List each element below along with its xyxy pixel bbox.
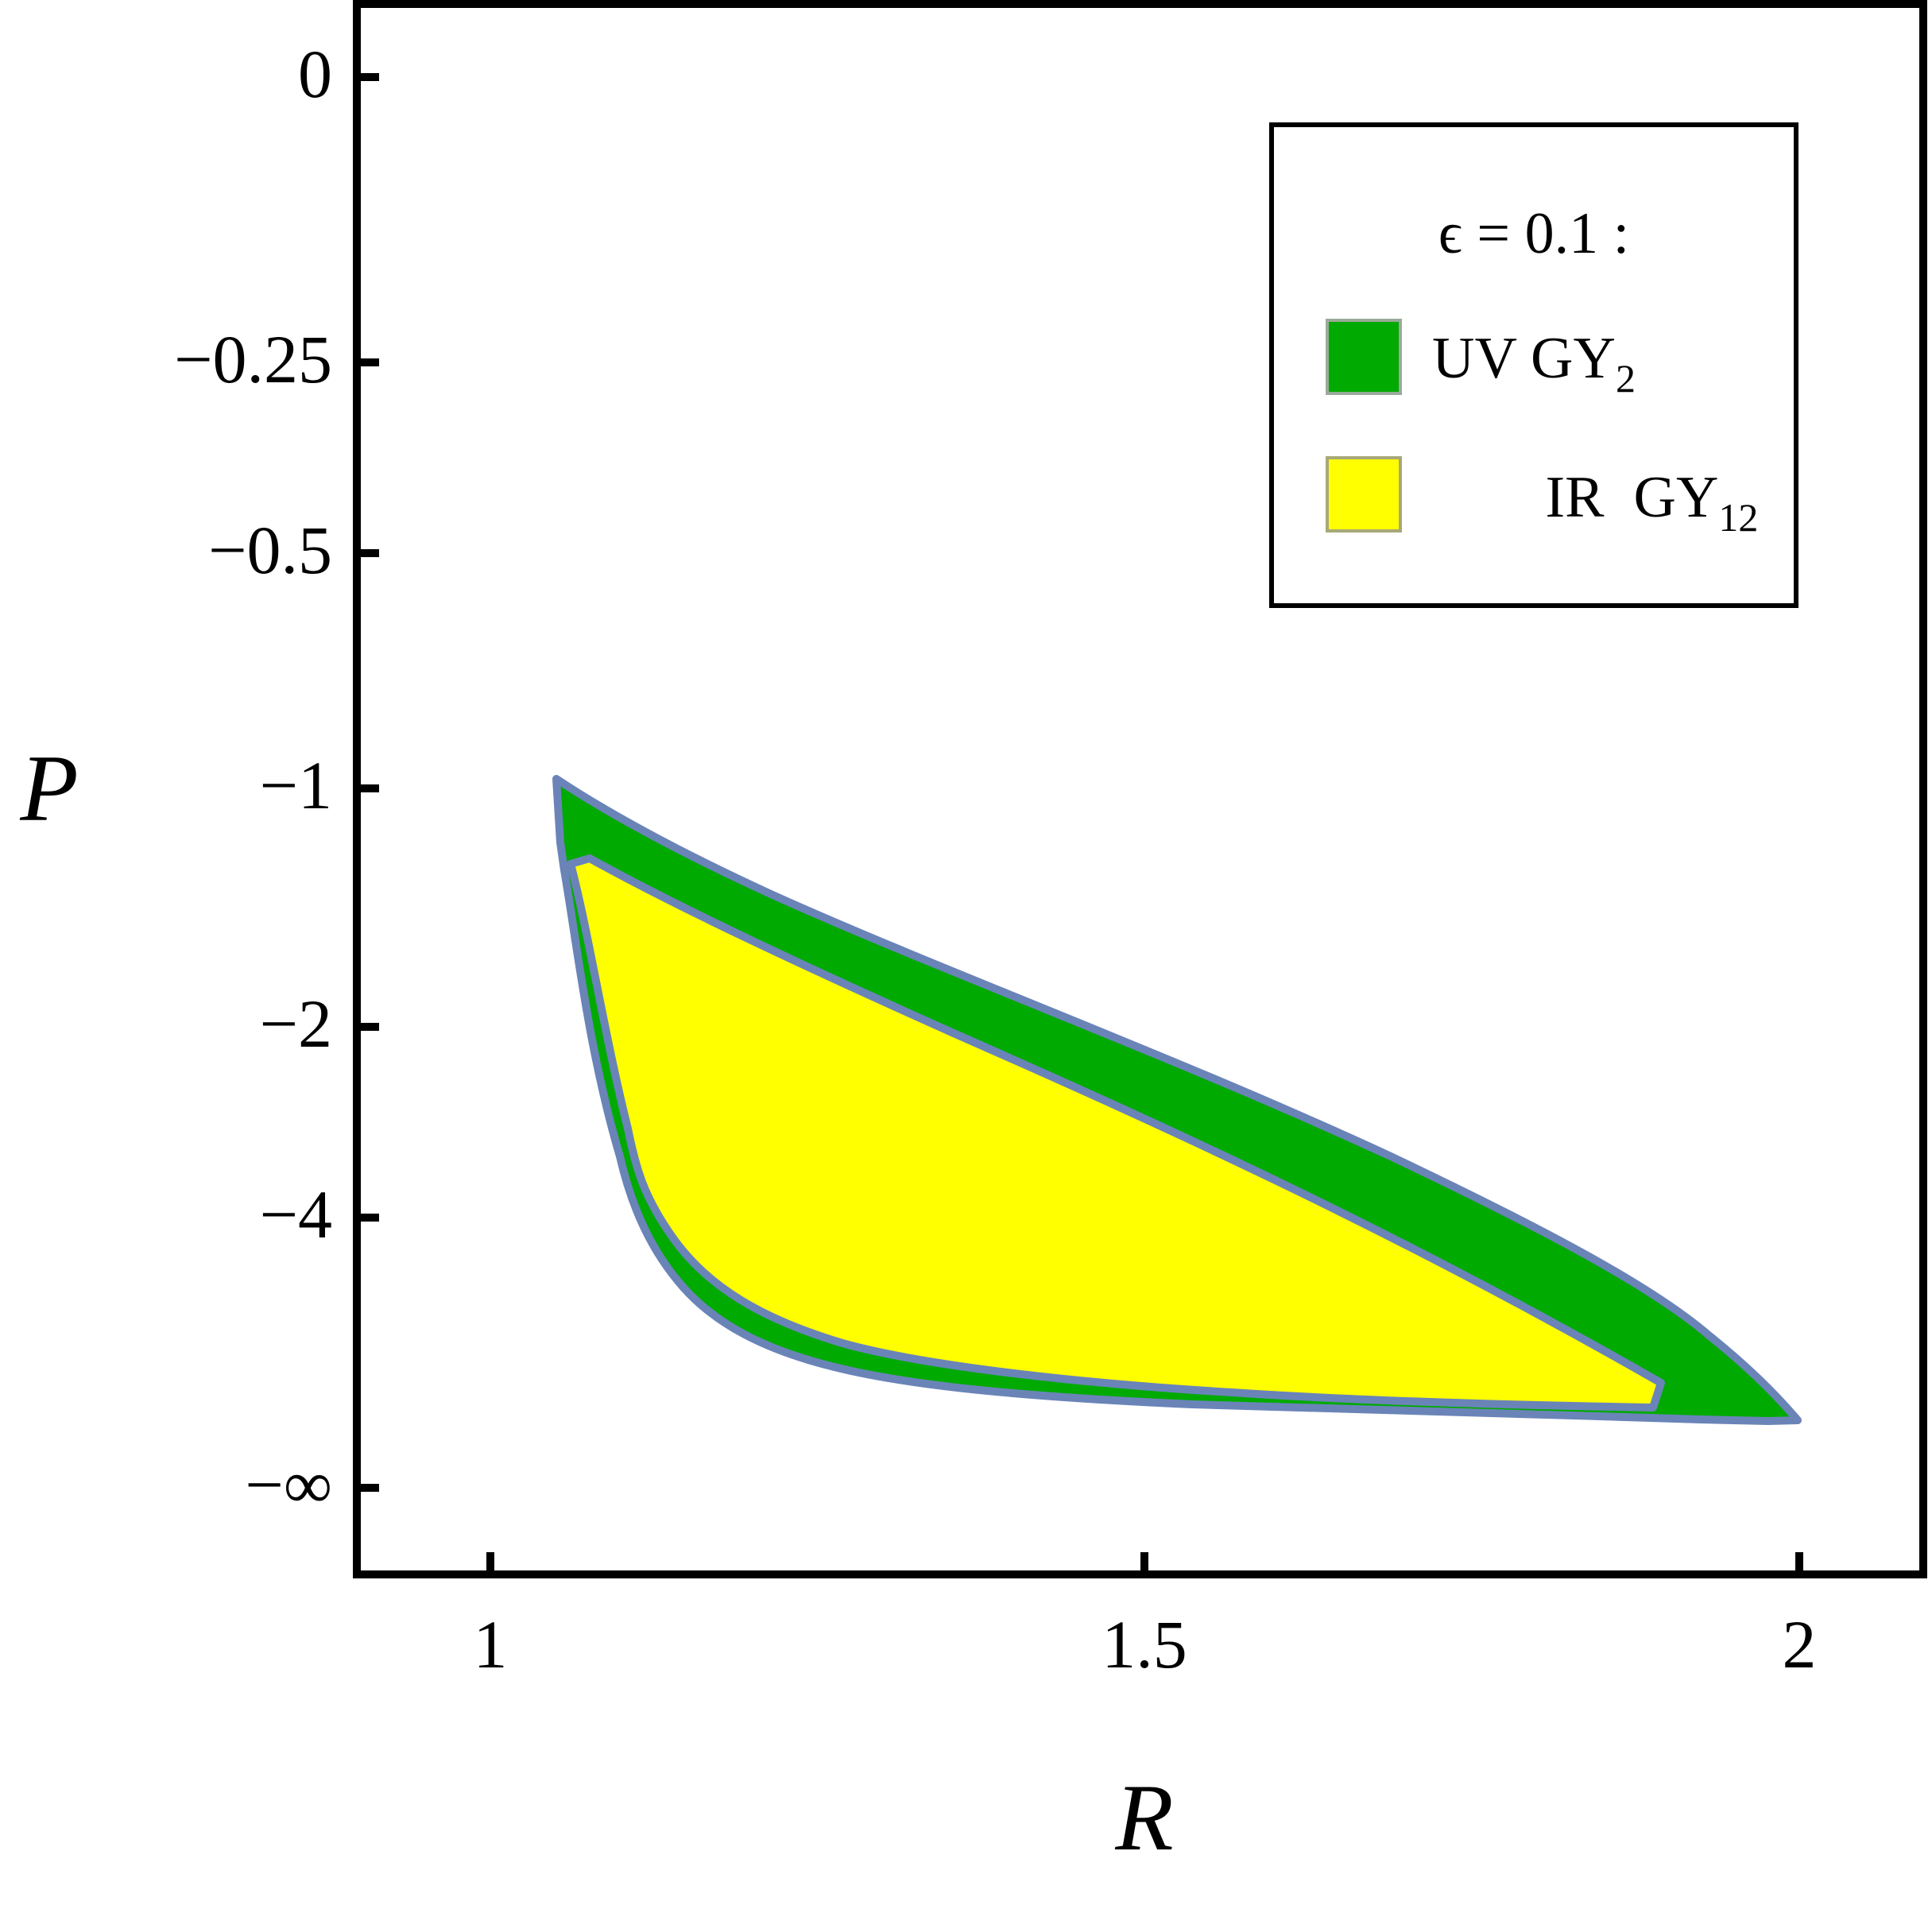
legend-label-uv-main: UV GY xyxy=(1432,326,1616,391)
y-axis-label: P xyxy=(19,735,78,841)
x-tick-labels: 1 1.5 2 xyxy=(474,1606,1817,1683)
y-tick-label: −4 xyxy=(259,1176,332,1253)
x-tick-label: 1.5 xyxy=(1102,1606,1187,1683)
y-tick-label: −∞ xyxy=(245,1446,332,1523)
legend-swatch-uv xyxy=(1326,319,1402,395)
legend-label-uv: UV GY2 xyxy=(1432,326,1636,401)
x-axis-label: R xyxy=(1114,1764,1173,1870)
x-ticks xyxy=(486,1552,1803,1574)
x-tick-label: 1 xyxy=(474,1606,508,1683)
legend-title: ϵ = 0.1 : xyxy=(1438,201,1629,266)
regions xyxy=(552,775,1802,1425)
ir-gy12-region xyxy=(567,854,1665,1412)
y-tick-label: −0.5 xyxy=(208,512,332,588)
y-ticks xyxy=(357,73,379,1492)
y-tick-label: 0 xyxy=(298,36,332,112)
y-tick-label: −1 xyxy=(259,747,332,823)
y-tick-label: −2 xyxy=(259,986,332,1062)
y-tick-labels: 0 −0.25 −0.5 −1 −2 −4 −∞ xyxy=(174,36,332,1523)
legend-label-ir-main: IR GY xyxy=(1546,465,1719,530)
legend-swatch-ir xyxy=(1326,456,1402,532)
legend-label-ir: IR GY12 xyxy=(1442,465,1832,544)
x-tick-label: 2 xyxy=(1783,1606,1817,1683)
y-tick-label: −0.25 xyxy=(174,321,332,397)
legend-label-uv-sub: 2 xyxy=(1616,356,1636,401)
legend: ϵ = 0.1 : UV GY2 IR GY12 xyxy=(1269,122,1832,608)
legend-label-ir-sub: 12 xyxy=(1718,495,1758,540)
